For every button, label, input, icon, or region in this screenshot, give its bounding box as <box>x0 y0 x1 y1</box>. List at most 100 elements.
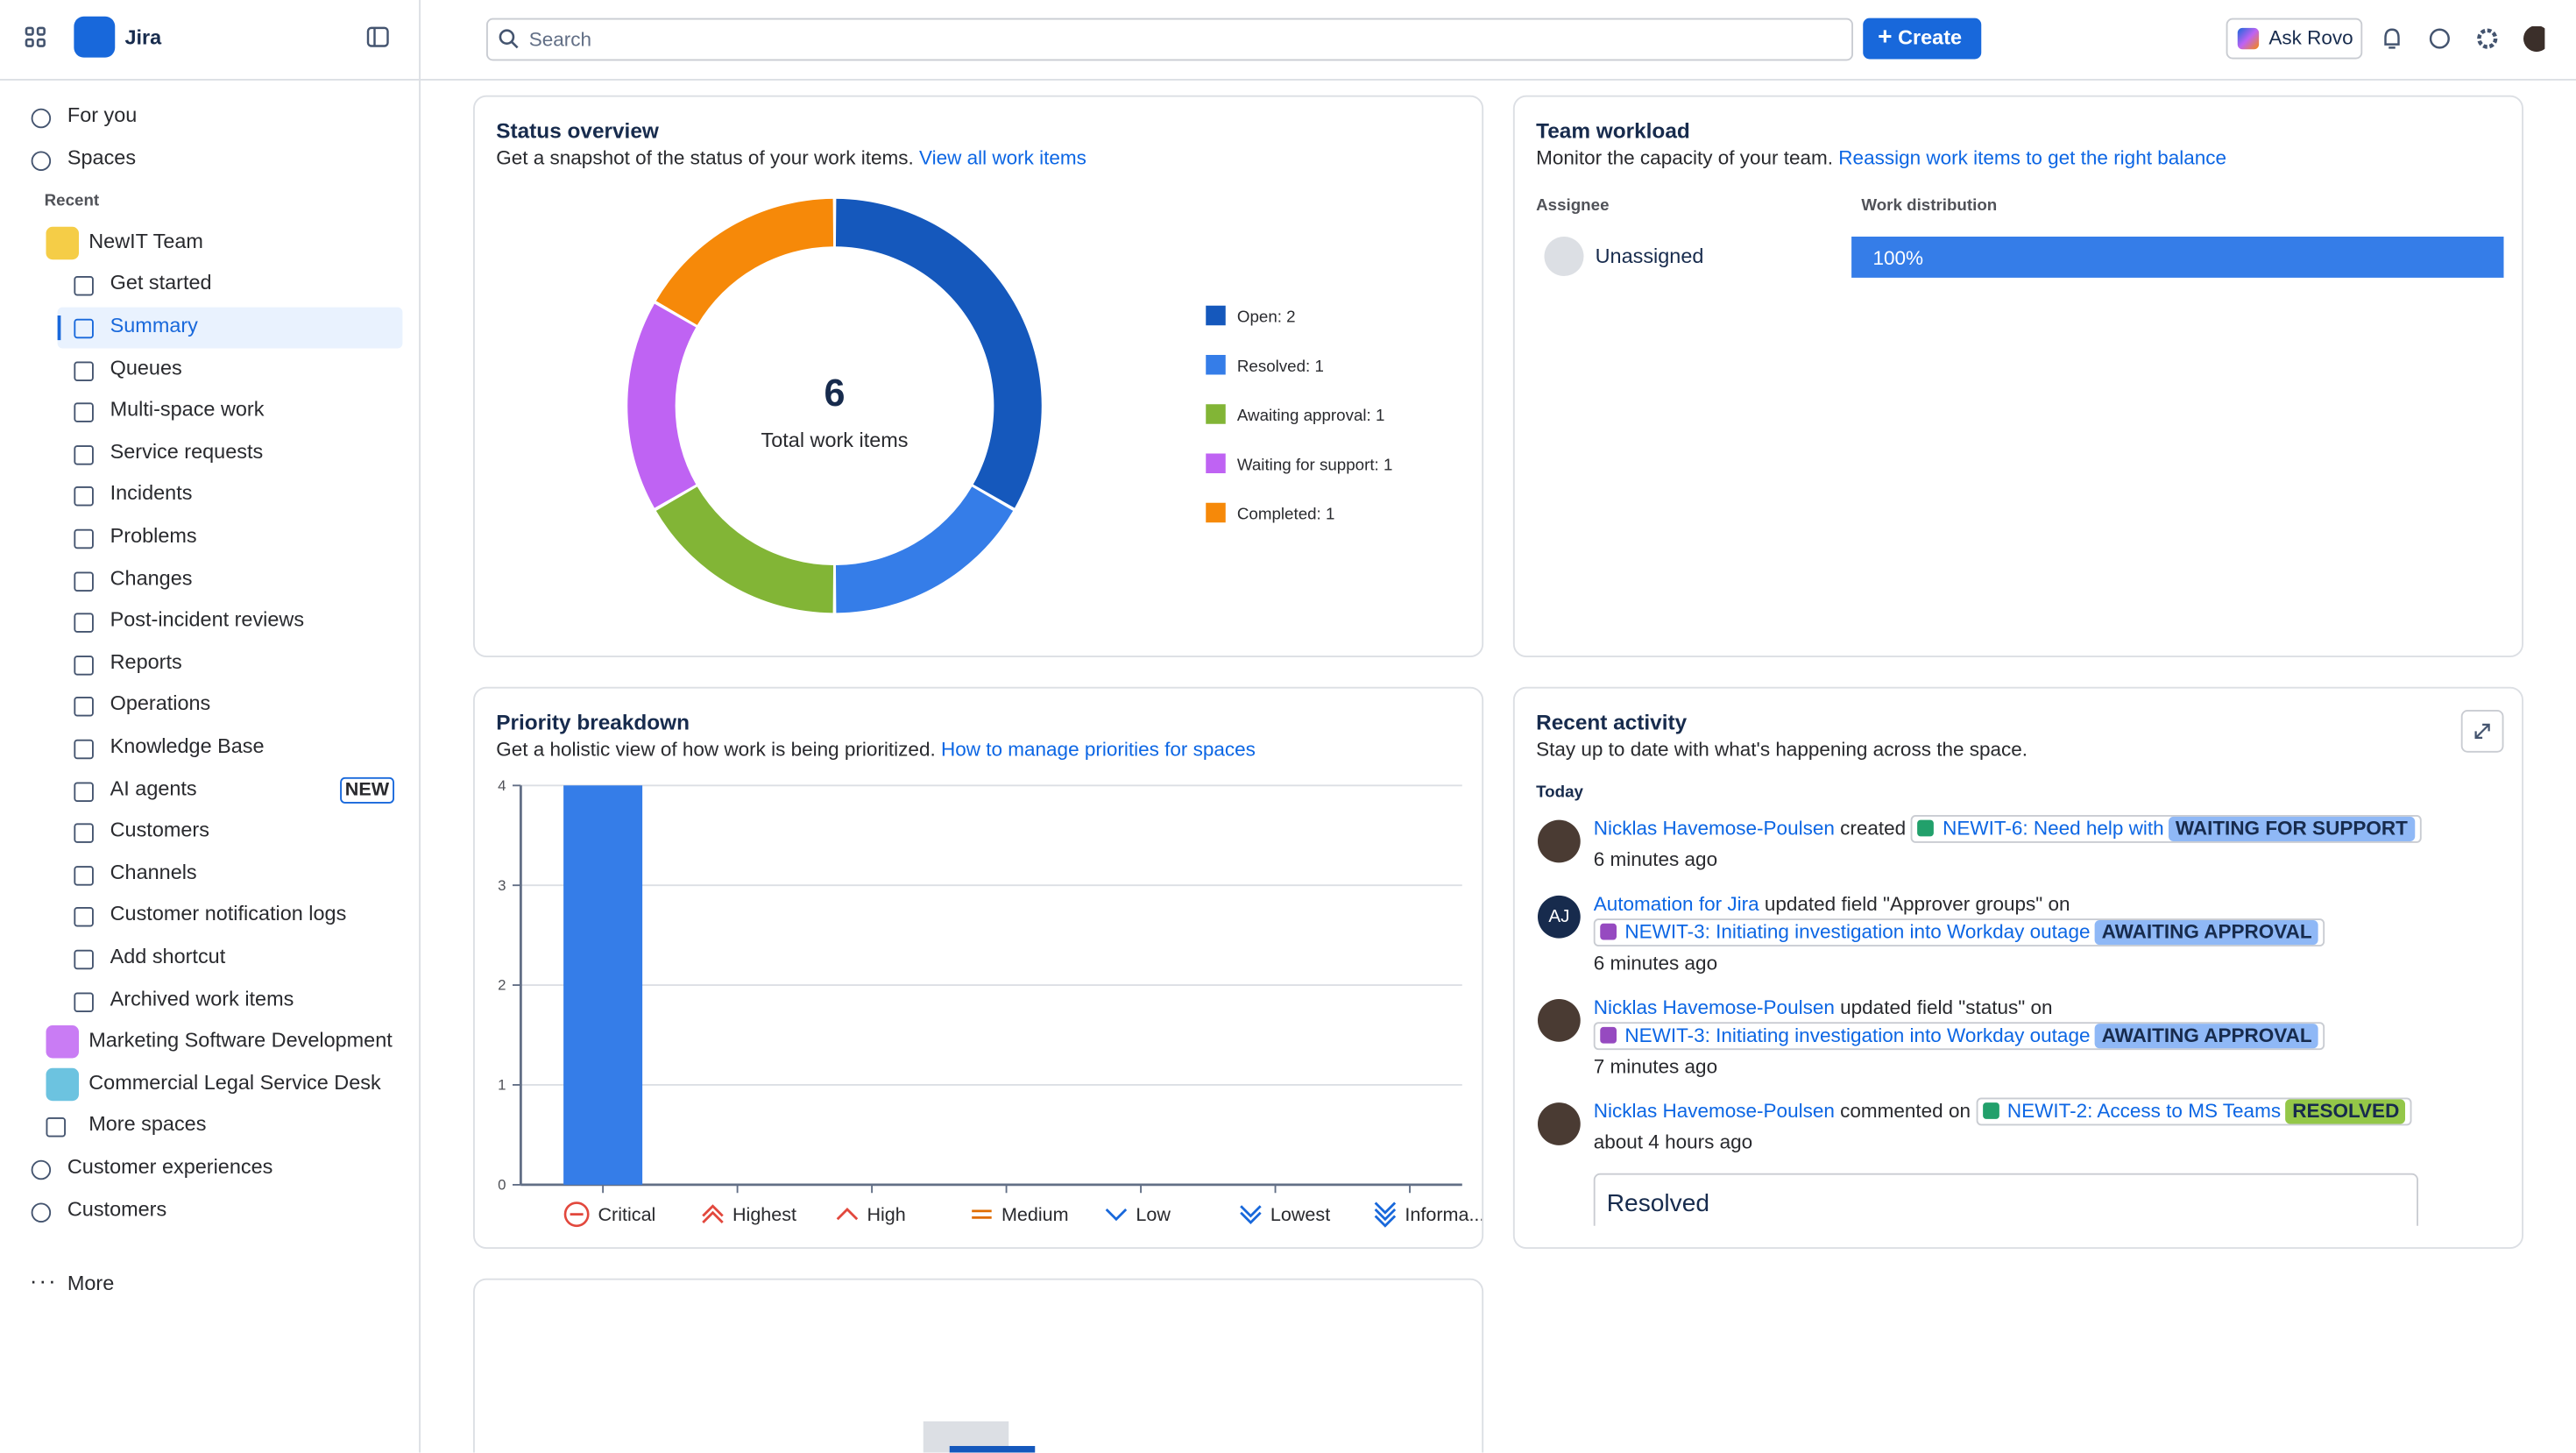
legend-swatch <box>1206 503 1226 523</box>
jira-logo[interactable] <box>74 17 115 58</box>
action: created <box>1840 817 1906 840</box>
nav-icon <box>32 151 52 171</box>
activity-text: Nicklas Havemose-Poulsen created NEWIT-6… <box>1594 815 2506 843</box>
nav-item[interactable]: Channels <box>110 861 197 883</box>
action: updated field "status" on <box>1840 996 2052 1018</box>
link[interactable]: Reassign work items to get the right bal… <box>1838 146 2226 169</box>
nav-item[interactable]: Multi-space work <box>110 398 265 421</box>
nav-icon <box>32 1160 52 1180</box>
legend-label: Awaiting approval: 1 <box>1237 406 1385 424</box>
nav-item[interactable]: For you <box>67 103 137 126</box>
issue-link[interactable]: NEWIT-3: Initiating investigation into W… <box>1594 918 2325 946</box>
actor[interactable]: Automation for Jira <box>1594 892 1759 915</box>
activity-text: Nicklas Havemose-Poulsen updated field "… <box>1594 994 2506 1050</box>
x-tick-label: Low <box>1136 1203 1171 1225</box>
avatar: AJ <box>1538 896 1581 939</box>
nav-item[interactable]: Customers <box>67 1197 166 1220</box>
nav-item[interactable]: Operations <box>110 692 211 715</box>
more-dots[interactable]: ··· <box>30 1267 58 1294</box>
space-icon <box>46 1067 80 1101</box>
create-label: + Create <box>1878 26 1962 49</box>
activity-list: Nicklas Havemose-Poulsen created NEWIT-6… <box>1536 815 2505 1226</box>
nav-item[interactable]: Add shortcut <box>110 945 226 967</box>
nav-item[interactable]: Customer experiences <box>67 1155 272 1178</box>
nav-item[interactable]: Spaces <box>67 145 136 168</box>
nav-icon <box>74 529 94 549</box>
legend-swatch <box>1206 454 1226 474</box>
issue-title: NEWIT-2: Access to MS Teams <box>2007 1099 2281 1122</box>
nav-item[interactable]: Service requests <box>110 440 264 463</box>
legend-swatch <box>1206 355 1226 375</box>
donut-chart: Open: 2Resolved: 1Awaiting approval: 1Wa… <box>475 97 1482 656</box>
nav-item[interactable]: Knowledge Base <box>110 734 265 757</box>
activity-text: Nicklas Havemose-Poulsen commented on NE… <box>1594 1098 2506 1126</box>
app-switcher[interactable] <box>23 25 49 51</box>
nav-item[interactable]: Customers <box>110 819 209 841</box>
space-icon <box>46 226 80 259</box>
issue-link[interactable]: NEWIT-6: Need help withWAITING FOR SUPPO… <box>1911 815 2420 843</box>
settings[interactable] <box>2479 31 2495 47</box>
more-link[interactable]: More <box>67 1272 114 1294</box>
nav-item[interactable]: Queues <box>110 356 182 379</box>
nav-item[interactable]: Customer notification logs <box>110 903 347 925</box>
x-tick-label: Informa... <box>1405 1203 1482 1225</box>
legend-label: Waiting for support: 1 <box>1237 455 1393 473</box>
nav-item[interactable]: Changes <box>110 566 193 589</box>
x-tick-label: Medium <box>1001 1203 1069 1225</box>
nav-icon <box>74 908 94 928</box>
workload-label: 100% <box>1873 246 1924 269</box>
nav-item[interactable]: More spaces <box>88 1113 206 1136</box>
y-tick-label: 0 <box>498 1177 506 1194</box>
nav-icon <box>74 403 94 423</box>
expand-button[interactable] <box>2461 710 2504 753</box>
nav-icon <box>32 1202 52 1223</box>
nav-icon <box>74 445 94 465</box>
nav-item[interactable]: Incidents <box>110 482 193 505</box>
legend-swatch <box>1206 404 1226 424</box>
section-header: Recent <box>45 193 100 211</box>
profile[interactable] <box>2523 26 2544 52</box>
nav-icon <box>74 571 94 592</box>
nav-item[interactable]: NewIT Team <box>88 230 203 252</box>
nav-item[interactable]: Archived work items <box>110 987 294 1010</box>
activity-entry: Nicklas Havemose-Poulsen updated field "… <box>1536 994 2505 1081</box>
rovo-icon <box>2238 28 2259 49</box>
status-lozenge: AWAITING APPROVAL <box>2095 920 2318 945</box>
nav-icon <box>74 277 94 297</box>
timestamp: 7 minutes ago <box>1594 1053 2506 1081</box>
collapse-sidebar[interactable] <box>366 26 391 49</box>
nav-item[interactable]: Marketing Software Development <box>88 1029 393 1052</box>
nav-icon <box>74 487 94 507</box>
activity-entry: AJAutomation for Jira updated field "App… <box>1536 890 2505 977</box>
nav-item[interactable]: Reports <box>110 650 182 673</box>
issue-icon <box>1600 924 1617 940</box>
nav-item[interactable]: Summary <box>110 314 198 337</box>
nav-icon <box>74 319 94 339</box>
nav-item[interactable]: Commercial Legal Service Desk <box>88 1071 380 1094</box>
bar <box>563 785 642 1185</box>
priority-breakdown-card: Priority breakdown Get a holistic view o… <box>473 687 1483 1249</box>
actor[interactable]: Nicklas Havemose-Poulsen <box>1594 1099 1835 1122</box>
nav-item[interactable]: Get started <box>110 272 212 294</box>
app-name[interactable]: Jira <box>125 26 162 49</box>
issue-link[interactable]: NEWIT-2: Access to MS TeamsRESOLVED <box>1976 1098 2412 1126</box>
y-tick-label: 4 <box>498 777 506 794</box>
timestamp: about 4 hours ago <box>1594 1129 2506 1157</box>
avatar <box>1538 820 1581 863</box>
issue-icon <box>1600 1027 1617 1044</box>
search-box[interactable] <box>486 18 1853 61</box>
help[interactable] <box>2431 30 2449 48</box>
actor[interactable]: Nicklas Havemose-Poulsen <box>1594 817 1835 840</box>
actor[interactable]: Nicklas Havemose-Poulsen <box>1594 996 1835 1018</box>
x-tick-label: Highest <box>732 1203 796 1225</box>
nav-item[interactable]: AI agents <box>110 776 197 799</box>
nav-item[interactable]: Post-incident reviews <box>110 608 304 631</box>
donut-slice <box>627 304 696 508</box>
legend-swatch <box>1206 306 1226 326</box>
status-lozenge: RESOLVED <box>2286 1099 2406 1123</box>
issue-link[interactable]: NEWIT-3: Initiating investigation into W… <box>1594 1022 2325 1050</box>
timestamp: 6 minutes ago <box>1594 950 2506 978</box>
notifications[interactable] <box>2386 30 2399 48</box>
team-workload-card: Team workload Monitor the capacity of yo… <box>1513 96 2523 657</box>
nav-item[interactable]: Problems <box>110 524 197 547</box>
